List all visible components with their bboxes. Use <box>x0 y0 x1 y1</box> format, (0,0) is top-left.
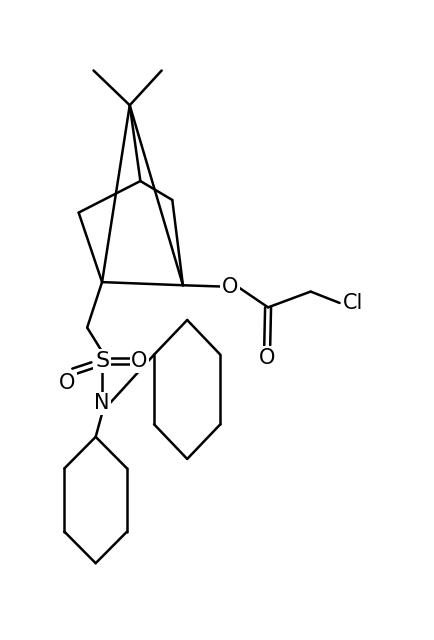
Text: N: N <box>94 394 110 413</box>
Text: Cl: Cl <box>343 293 363 313</box>
Text: O: O <box>259 348 276 368</box>
Text: O: O <box>132 351 148 371</box>
Text: O: O <box>59 373 76 393</box>
Text: S: S <box>95 351 109 371</box>
Text: O: O <box>222 276 238 296</box>
